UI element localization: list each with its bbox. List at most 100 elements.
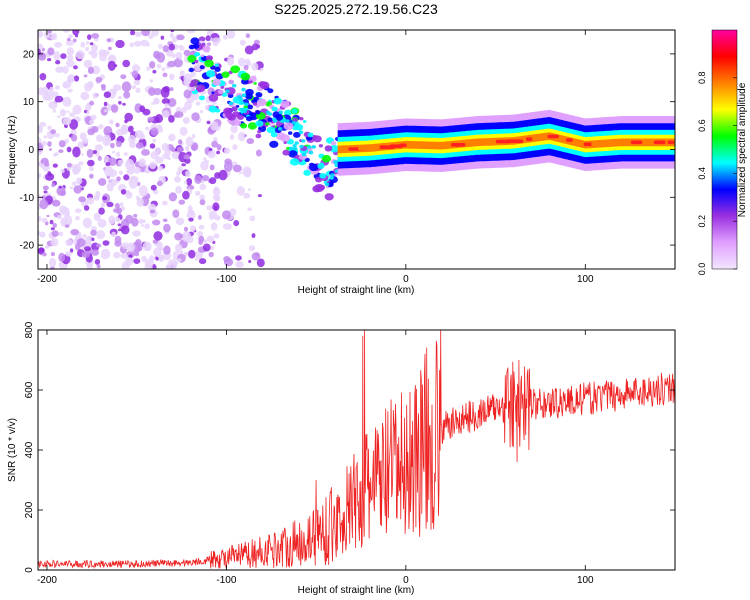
noise-blob (184, 180, 188, 184)
noise-blob (86, 41, 90, 45)
noise-blob (232, 164, 242, 173)
noise-blob (135, 87, 141, 94)
arc-blob (317, 163, 325, 170)
arc-blob (312, 185, 322, 193)
noise-blob (91, 50, 98, 59)
noise-blob (120, 189, 127, 195)
arc-blob (267, 117, 273, 122)
noise-blob (247, 188, 252, 191)
arc-blob (240, 72, 251, 81)
arc-blob (293, 131, 301, 138)
x-tick-label: 100 (577, 274, 594, 285)
noise-blob (162, 200, 168, 206)
noise-blob (213, 137, 218, 142)
noise-blob (69, 186, 73, 190)
arc-blob (266, 126, 276, 134)
noise-blob (93, 195, 100, 201)
noise-blob (209, 246, 215, 251)
noise-blob (243, 64, 249, 71)
noise-blob (150, 151, 159, 160)
noise-blob (86, 197, 94, 205)
arc-blob (302, 120, 307, 123)
noise-blob (172, 209, 180, 218)
noise-blob (105, 162, 111, 167)
arc-blob (256, 98, 267, 107)
noise-blob (149, 209, 156, 214)
arc-core-blob (240, 101, 245, 105)
noise-blob (197, 230, 204, 237)
noise-blob (140, 39, 149, 47)
noise-blob (203, 157, 207, 161)
noise-blob (164, 103, 169, 107)
noise-blob (191, 112, 200, 121)
noise-blob (41, 141, 47, 146)
arc-blob (245, 93, 253, 100)
noise-blob (38, 216, 42, 222)
noise-blob (162, 110, 170, 118)
snr-frame (37, 329, 676, 571)
arc-blob (282, 149, 290, 156)
noise-blob (46, 214, 50, 218)
arc-blob (269, 140, 279, 148)
arc-core-blob (308, 150, 314, 155)
noise-blob (174, 176, 181, 183)
arc-blob (198, 95, 206, 101)
noise-blob (198, 215, 202, 220)
noise-blob (119, 202, 124, 207)
noise-blob (66, 167, 72, 171)
arc-blob (232, 111, 240, 118)
ridge-hot-segment (630, 140, 643, 145)
noise-blob (62, 116, 72, 126)
arc-core-blob (285, 119, 290, 123)
noise-blob (114, 203, 120, 209)
noise-blob (80, 91, 90, 101)
arc-core-blob (241, 93, 247, 98)
noise-blob (103, 155, 110, 162)
noise-blob (57, 115, 61, 119)
noise-blob (42, 185, 49, 191)
noise-blob (58, 252, 66, 262)
noise-blob (120, 253, 128, 259)
noise-blob (97, 155, 102, 161)
colorbar-tick-label: 0.0 (697, 263, 707, 276)
noise-blob (155, 256, 159, 261)
noise-blob (66, 37, 71, 42)
noise-blob (169, 73, 175, 81)
spectrogram-x-label: Height of straight line (km) (298, 285, 415, 296)
noise-blob (155, 114, 163, 123)
noise-blob (124, 112, 133, 122)
noise-blob (228, 79, 235, 85)
arc-core-blob (324, 182, 330, 187)
noise-blob (202, 175, 210, 182)
noise-blob (94, 259, 101, 265)
ridge-hot-segment (609, 141, 627, 145)
noise-blob (64, 138, 69, 144)
arc-core-blob (294, 141, 299, 145)
arc-core-blob (239, 107, 245, 112)
noise-blob (66, 146, 72, 153)
noise-blob (179, 70, 185, 77)
noise-blob (144, 262, 153, 269)
noise-blob (168, 43, 175, 51)
noise-blob (229, 208, 237, 216)
noise-blob (169, 87, 174, 92)
noise-blob (138, 185, 148, 197)
arc-blob (299, 117, 304, 121)
noise-blob (232, 144, 238, 151)
noise-blob (133, 79, 141, 86)
arc-blob (231, 106, 238, 112)
arc-blob (215, 73, 224, 80)
arc-blob (228, 120, 232, 124)
noise-blob (72, 104, 82, 115)
noise-blob (178, 139, 183, 145)
noise-blob (183, 251, 189, 255)
x-tick-label: -100 (216, 274, 236, 285)
noise-blob (244, 169, 252, 178)
noise-blob (44, 245, 50, 249)
noise-blob (51, 182, 56, 188)
noise-blob (235, 255, 242, 261)
noise-blob (72, 181, 77, 186)
noise-blob (211, 140, 219, 148)
